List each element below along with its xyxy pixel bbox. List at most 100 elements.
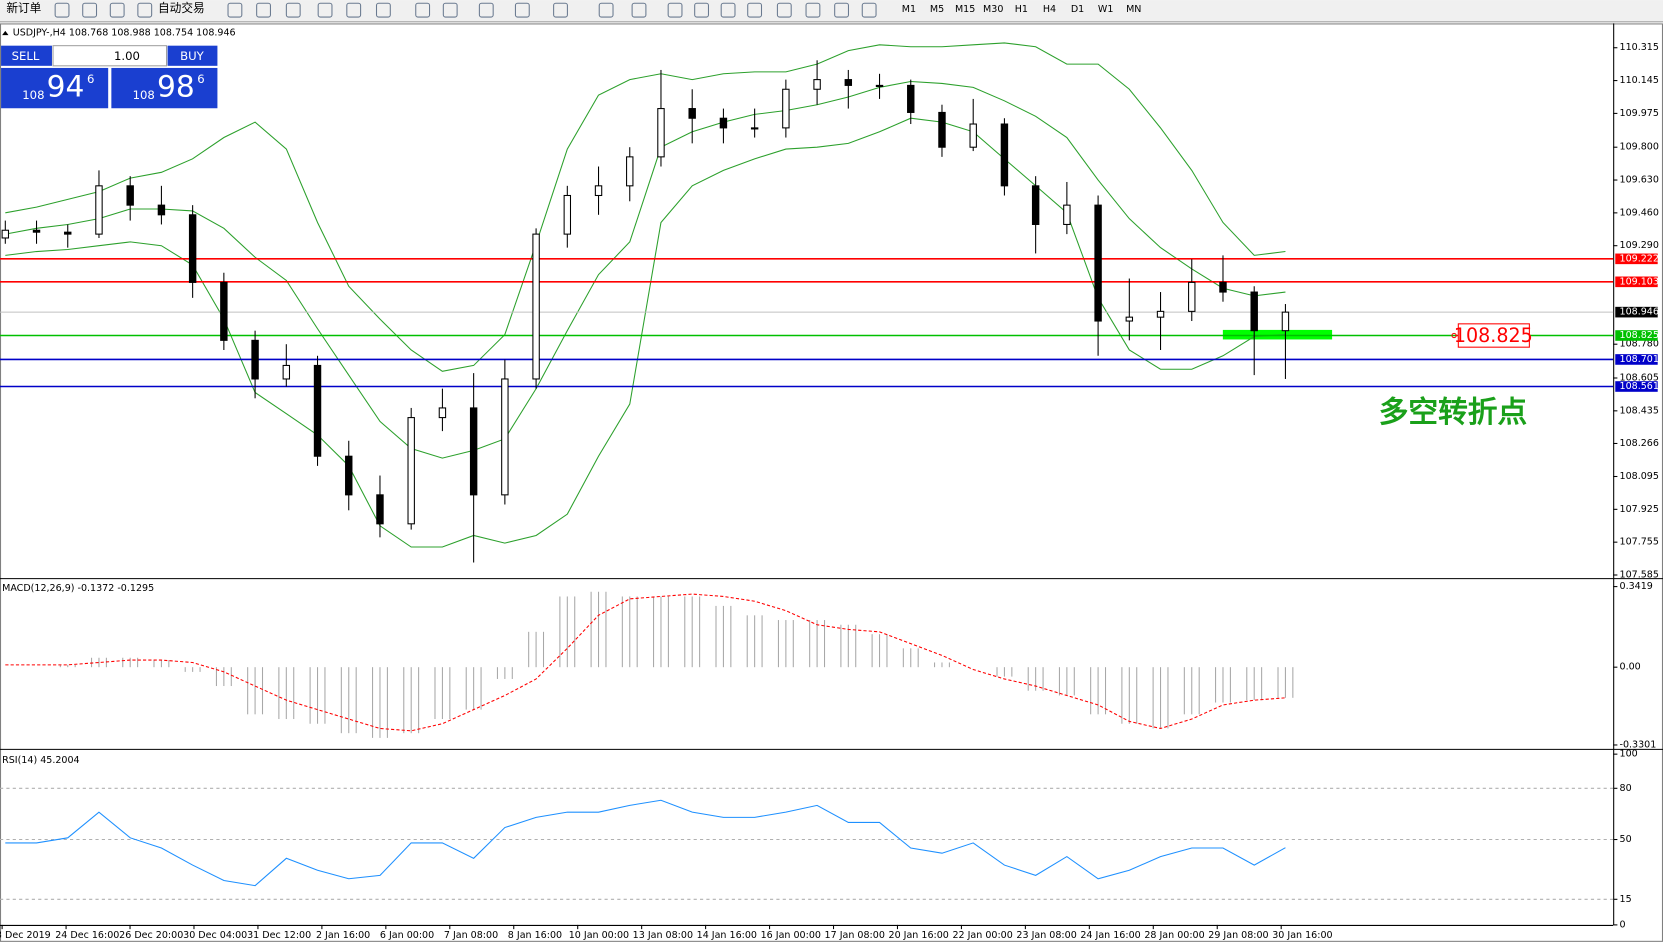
annotation-box [1457, 323, 1530, 348]
buy-button[interactable] [167, 45, 218, 66]
toolbar-button[interactable]: 新订单 [6, 1, 41, 15]
x-tick-label: 20 Jan 16:00 [889, 930, 949, 941]
y-tick-label: 109.290 [1620, 240, 1659, 251]
candle-body [469, 407, 478, 496]
candle-body [407, 417, 415, 525]
candle-body [688, 108, 696, 119]
bollinger-band [5, 42, 1286, 372]
toolbar-icon[interactable] [375, 2, 391, 18]
toolbar-icon[interactable] [834, 2, 849, 18]
lot-input[interactable] [52, 45, 168, 67]
toolbar-icon[interactable] [861, 2, 877, 18]
candle-body [626, 156, 634, 187]
x-tick-label: 17 Jan 08:00 [825, 930, 885, 941]
y-tick-label: 109.975 [1620, 108, 1659, 119]
toolbar-icon[interactable] [694, 2, 710, 18]
timeframe-button[interactable]: M5 [930, 4, 944, 15]
y-tick-label: 110.315 [1620, 42, 1659, 53]
bid-box[interactable] [1, 67, 109, 109]
toolbar-icon[interactable] [82, 2, 98, 18]
timeframe-button[interactable]: MN [1126, 4, 1141, 15]
candle-body [1156, 310, 1165, 318]
y-tick-label: 15 [1620, 894, 1632, 905]
chart-title: USDJPY-,H4 108.768 108.988 108.754 108.9… [13, 27, 236, 38]
toolbar-icon[interactable] [598, 2, 614, 18]
x-tick-label: 28 Jan 00:00 [1144, 930, 1204, 941]
level-box [1615, 381, 1658, 392]
candle-body [657, 108, 665, 158]
candle-body [1250, 291, 1258, 332]
level-box [1615, 330, 1658, 341]
toolbar-icon[interactable] [256, 2, 271, 18]
candle-body [438, 407, 447, 419]
toolbar-icon[interactable] [442, 2, 458, 18]
indicator-title: RSI(14) 45.2004 [2, 755, 80, 766]
toolbar-icon[interactable] [109, 2, 125, 18]
sell-label[interactable]: SELL [12, 49, 40, 63]
toolbar-icon[interactable] [346, 2, 362, 18]
timeframe-button[interactable]: H1 [1015, 4, 1028, 15]
x-tick-label: 2 Jan 16:00 [316, 930, 370, 941]
toolbar-icon[interactable] [54, 2, 70, 18]
candle-body [157, 204, 166, 216]
toolbar-icon[interactable] [805, 2, 821, 18]
candle-body [220, 281, 228, 341]
candle-body [875, 84, 884, 87]
y-tick-label: 107.925 [1620, 504, 1659, 515]
toolbar-icon[interactable] [747, 2, 763, 18]
toolbar-icon[interactable] [667, 2, 683, 18]
candle-body [844, 79, 853, 86]
symbol-marker [2, 30, 9, 36]
x-tick-label: 7 Jan 08:00 [444, 930, 498, 941]
x-tick-label: 3 Dec 2019 [0, 930, 51, 941]
timeframe-button[interactable]: W1 [1098, 4, 1113, 15]
toolbar-icon[interactable] [285, 2, 301, 18]
x-tick-label: 22 Jan 00:00 [952, 930, 1012, 941]
candle-body [1000, 123, 1009, 187]
toolbar-icon[interactable] [317, 2, 333, 18]
toolbar-icon[interactable] [227, 2, 243, 18]
sell-button[interactable] [1, 45, 52, 66]
toolbar-button[interactable]: 自动交易 [158, 1, 205, 15]
y-tick-label: 107.755 [1620, 537, 1659, 548]
ask-box[interactable] [111, 67, 218, 109]
trade-panel: SELL 1.00 BUY 108 94 6 108 98 6 [1, 45, 218, 109]
candle-body [719, 117, 728, 129]
timeframe-button[interactable]: D1 [1071, 4, 1084, 15]
chart-frame [0, 23, 1663, 942]
toolbar-icon[interactable] [776, 2, 792, 18]
y-tick-label: 108.435 [1620, 405, 1659, 416]
level-box [1615, 253, 1658, 265]
timeframe-button[interactable]: H4 [1043, 4, 1056, 15]
y-tick-label: 80 [1620, 783, 1632, 794]
candle-body [126, 185, 134, 206]
annotation-note: 多空转折点 [1379, 395, 1527, 430]
level-label: 108.561 [1620, 381, 1659, 392]
y-tick-label: 109.460 [1620, 207, 1659, 218]
level-box [1615, 276, 1658, 288]
timeframe-button[interactable]: M1 [902, 4, 916, 15]
candle-body [376, 494, 384, 525]
x-tick-label: 13 Jan 08:00 [633, 930, 693, 941]
candle-body [938, 111, 946, 148]
y-tick-label: 0.00 [1620, 662, 1641, 673]
toolbar-icon[interactable] [478, 2, 494, 18]
toolbar-icon[interactable] [137, 2, 153, 18]
lot-value[interactable]: 1.00 [114, 49, 140, 63]
candle-body [532, 233, 540, 380]
bid-pips: 94 [47, 70, 85, 105]
timeframe-button[interactable]: M15 [955, 4, 975, 15]
candle-body [95, 185, 103, 235]
candle-body [1219, 281, 1227, 293]
toolbar-icon[interactable] [415, 2, 431, 18]
toolbar-icon[interactable] [720, 2, 736, 18]
y-tick-label: 108.605 [1620, 372, 1659, 383]
toolbar-icon[interactable] [553, 2, 568, 18]
candle-body [188, 214, 197, 283]
level-box [1615, 306, 1658, 318]
buy-label[interactable]: BUY [180, 49, 205, 63]
timeframe-button[interactable]: M30 [983, 4, 1003, 15]
toolbar-icon[interactable] [514, 2, 530, 18]
toolbar-icon[interactable] [631, 2, 647, 18]
